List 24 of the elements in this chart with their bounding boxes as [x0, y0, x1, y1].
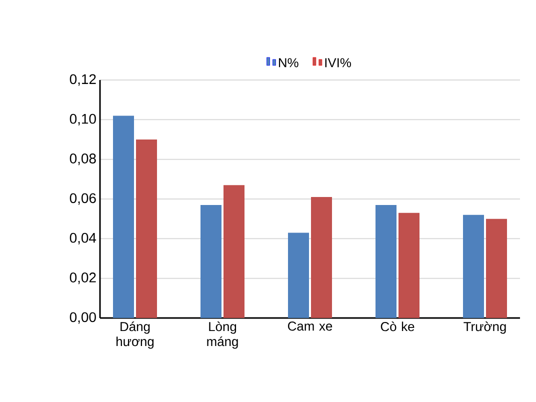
bar [463, 214, 484, 318]
bar [136, 139, 157, 318]
y-tick-label: 0,10 [70, 114, 96, 126]
bar [398, 212, 420, 318]
bar [113, 116, 134, 318]
legend-label: IVI% [325, 58, 351, 68]
y-tick-label: 0,02 [70, 272, 96, 284]
legend-label: N% [278, 58, 298, 68]
bar [288, 232, 310, 318]
x-tick-label: Dáng hương [116, 322, 154, 349]
x-tick-label: Trường [464, 322, 506, 334]
bar [310, 197, 332, 318]
y-tick-label: 0,08 [70, 154, 96, 166]
y-tick-label: 0,00 [70, 312, 96, 324]
bar [200, 204, 222, 318]
bar [376, 204, 397, 318]
bar [223, 185, 244, 318]
y-tick-label: 0,04 [70, 232, 96, 244]
bar [486, 218, 507, 318]
x-tick-label: Lòng máng [207, 322, 238, 349]
x-tick-label: Cò ke [380, 322, 414, 332]
y-tick-label: 0,06 [70, 193, 96, 205]
y-tick-label: 0,12 [70, 74, 96, 86]
x-tick-label: Cam xe [288, 322, 332, 331]
